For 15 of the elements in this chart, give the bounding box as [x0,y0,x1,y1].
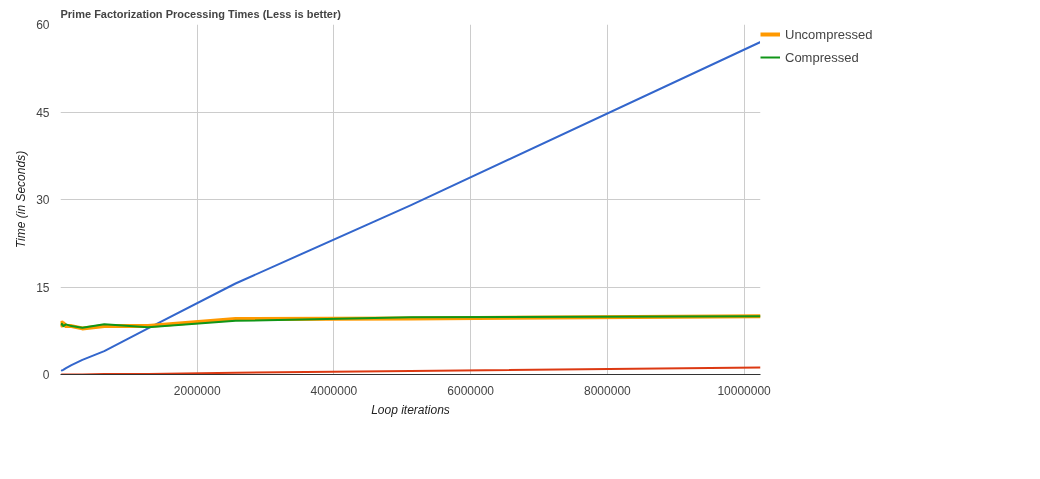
chart-title: Prime Factorization Processing Times (Less is better) [60,7,342,20]
y-tick-label: 30 [36,193,50,207]
legend-label: Compressed [785,49,859,65]
y-tick-label: 60 [36,18,50,32]
x-tick-label: 6000000 [447,383,495,398]
x-axis-title: Loop iterations [371,402,450,417]
y-tick-label: 15 [36,280,50,295]
y-axis-title: Time (in Seconds) [14,150,29,249]
x-tick-label: 2000000 [173,383,221,398]
x-tick-label: 10000000 [717,383,772,398]
x-tick-label: 8000000 [584,383,632,398]
legend-label: Uncompressed [785,26,873,42]
y-tick-label: 0 [42,368,50,382]
x-tick-label: 4000000 [310,383,358,398]
y-tick-label: 45 [36,105,50,120]
